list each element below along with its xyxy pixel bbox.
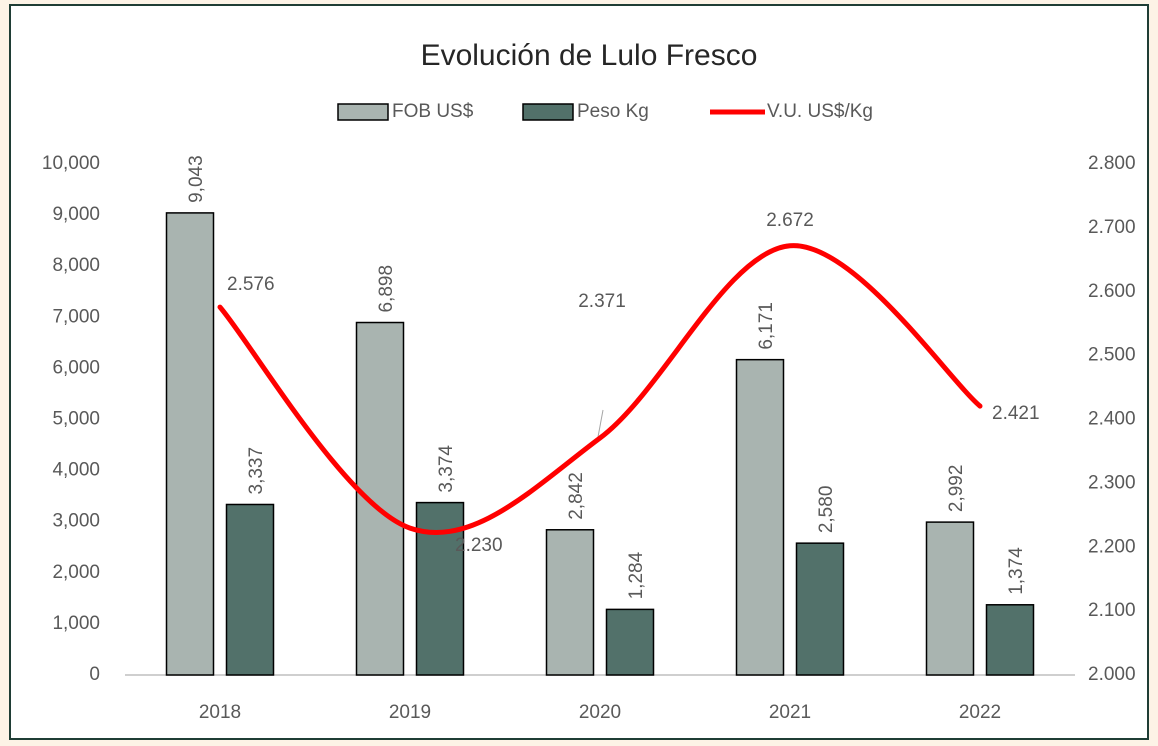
legend-swatch bbox=[522, 103, 574, 121]
y2-tick-label: 2.300 bbox=[1088, 472, 1136, 493]
bar bbox=[165, 212, 215, 676]
y-tick-label: 0 bbox=[89, 664, 100, 685]
x-tick-label: 2018 bbox=[199, 702, 241, 723]
bar bbox=[605, 608, 655, 676]
bar bbox=[985, 604, 1035, 676]
y2-tick-label: 2.400 bbox=[1088, 409, 1136, 430]
data-label: 6,171 bbox=[756, 302, 777, 350]
y-tick-label: 4,000 bbox=[52, 460, 100, 481]
bar bbox=[735, 358, 785, 676]
chart-title: Evolución de Lulo Fresco bbox=[421, 39, 758, 72]
y2-tick-label: 2.800 bbox=[1088, 153, 1136, 174]
data-label: 2,992 bbox=[946, 465, 967, 513]
y-tick-label: 3,000 bbox=[52, 511, 100, 532]
y-tick-label: 6,000 bbox=[52, 357, 100, 378]
legend-label: FOB US$ bbox=[392, 101, 474, 122]
data-label: 2,842 bbox=[566, 472, 587, 520]
legend-label: V.U. US$/Kg bbox=[767, 101, 873, 122]
x-tick-label: 2021 bbox=[769, 702, 811, 723]
y2-tick-label: 2.500 bbox=[1088, 345, 1136, 366]
leader-line bbox=[597, 409, 604, 438]
data-label: 2.421 bbox=[992, 403, 1040, 424]
y2-tick-label: 2.700 bbox=[1088, 217, 1136, 238]
y-tick-label: 2,000 bbox=[52, 562, 100, 583]
y2-tick-label: 2.100 bbox=[1088, 600, 1136, 621]
data-label: 2.230 bbox=[455, 535, 503, 556]
bar bbox=[795, 542, 845, 676]
bar bbox=[925, 521, 975, 676]
y-tick-label: 8,000 bbox=[52, 255, 100, 276]
y-tick-label: 10,000 bbox=[42, 153, 100, 174]
x-tick-label: 2020 bbox=[579, 702, 621, 723]
data-label: 9,043 bbox=[186, 155, 207, 203]
legend-swatch bbox=[337, 103, 389, 121]
bar bbox=[545, 529, 595, 676]
y2-tick-label: 2.200 bbox=[1088, 536, 1136, 557]
y2-tick-label: 2.600 bbox=[1088, 281, 1136, 302]
data-label: 6,898 bbox=[376, 265, 397, 313]
data-label: 2.371 bbox=[578, 291, 626, 312]
data-label: 1,374 bbox=[1006, 547, 1027, 595]
data-label: 1,284 bbox=[626, 551, 647, 599]
y-tick-label: 7,000 bbox=[52, 306, 100, 327]
x-tick-label: 2022 bbox=[959, 702, 1001, 723]
bar bbox=[355, 321, 405, 676]
x-tick-label: 2019 bbox=[389, 702, 431, 723]
data-label: 2.672 bbox=[766, 210, 814, 231]
bar bbox=[225, 503, 275, 676]
data-label: 2.576 bbox=[227, 274, 275, 295]
legend-label: Peso Kg bbox=[577, 101, 649, 122]
y-tick-label: 5,000 bbox=[52, 409, 100, 430]
data-label: 3,374 bbox=[436, 445, 457, 493]
y2-tick-label: 2.000 bbox=[1088, 664, 1136, 685]
line bbox=[217, 243, 983, 535]
data-label: 2,580 bbox=[816, 486, 837, 534]
y-tick-label: 9,000 bbox=[52, 204, 100, 225]
data-label: 3,337 bbox=[246, 447, 267, 495]
y-tick-label: 1,000 bbox=[52, 613, 100, 634]
